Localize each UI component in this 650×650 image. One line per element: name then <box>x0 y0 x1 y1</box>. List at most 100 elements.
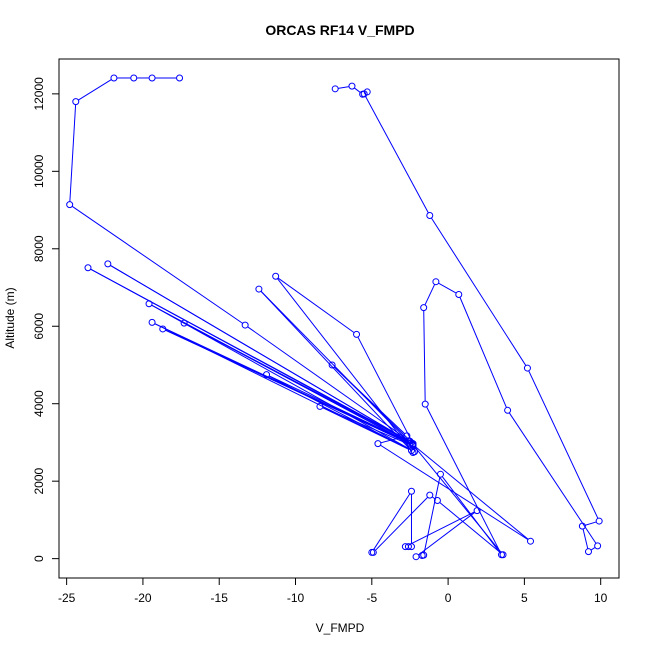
series-line-segment <box>365 96 429 214</box>
data-point <box>594 542 602 550</box>
x-tick-label: -10 <box>287 591 305 605</box>
series-line-segment <box>354 87 361 93</box>
series-line-segment <box>69 104 77 202</box>
data-point <box>255 285 263 293</box>
x-tick-label: 5 <box>521 591 528 605</box>
x-tick-label: -25 <box>58 591 76 605</box>
data-point <box>523 364 531 372</box>
series-line-segment <box>426 406 501 553</box>
series-line-segment <box>322 407 409 450</box>
data-point <box>159 325 167 333</box>
x-axis: -25 -20 -15 -10 -5 0 5 10 <box>58 577 608 605</box>
data-point <box>331 85 339 93</box>
series-line-segment <box>585 521 597 526</box>
data-point <box>404 543 412 551</box>
series-line-segment <box>338 86 350 89</box>
series-line-segment <box>357 336 413 442</box>
data-point <box>263 371 271 379</box>
chart-title: ORCAS RF14 V_FMPD <box>265 22 414 38</box>
data-point <box>426 491 434 499</box>
series-line-segment <box>423 477 441 553</box>
x-tick-label: -15 <box>211 591 229 605</box>
data-point <box>432 278 440 286</box>
data-point <box>433 497 441 505</box>
data-point <box>72 98 80 106</box>
series-line-segment <box>260 290 412 451</box>
series-line-segment <box>269 375 411 444</box>
series-line-segment <box>407 511 475 546</box>
data-point <box>420 551 428 559</box>
series-line-segment <box>277 278 412 451</box>
data-point <box>145 300 153 308</box>
series-line-segment <box>333 366 406 435</box>
x-tick-label: -20 <box>134 591 152 605</box>
x-axis-label: V_FMPD <box>316 621 365 635</box>
series-line-segment <box>110 264 407 440</box>
data-point <box>110 74 118 82</box>
data-point <box>241 321 249 329</box>
y-tick-label: 0 <box>32 555 46 562</box>
data-point <box>401 543 409 551</box>
data-point <box>348 82 356 90</box>
data-point <box>148 318 156 326</box>
series-line-segment <box>90 268 410 442</box>
plot-area-frame <box>58 58 620 579</box>
data-point <box>473 507 481 515</box>
data-point <box>595 517 603 525</box>
data-point <box>455 290 463 298</box>
data-point <box>409 441 417 449</box>
series-line-segment <box>415 446 529 540</box>
data-point <box>272 272 280 280</box>
series-line-segment <box>439 502 502 554</box>
data-point <box>104 260 112 268</box>
y-tick-label: 12000 <box>32 77 46 111</box>
series-layer <box>66 74 603 561</box>
series-line-segment <box>247 326 408 440</box>
x-tick-label: 0 <box>445 591 452 605</box>
series-line-segment <box>71 205 243 324</box>
data-point <box>130 74 138 82</box>
data-point <box>66 201 74 209</box>
y-tick-label: 4000 <box>32 390 46 417</box>
series-line-segment <box>375 496 429 551</box>
y-axis: 0 2000 4000 6000 8000 10000 12000 <box>32 77 60 562</box>
data-point <box>180 319 188 327</box>
data-point <box>176 74 184 82</box>
series-line-segment <box>151 304 408 443</box>
data-point <box>84 264 92 272</box>
y-tick-label: 10000 <box>32 154 46 188</box>
data-point <box>409 449 417 457</box>
data-point <box>498 551 506 559</box>
series-line-segment <box>78 79 112 101</box>
y-axis-label: Altitude (m) <box>3 287 17 348</box>
data-point <box>504 406 512 414</box>
y-tick-label: 2000 <box>32 468 46 495</box>
series-line-segment <box>268 375 410 450</box>
y-tick-label: 8000 <box>32 235 46 262</box>
data-point <box>420 304 428 312</box>
data-point <box>353 330 361 338</box>
data-point <box>436 470 444 478</box>
data-point <box>403 432 411 440</box>
series-line-segment <box>459 297 507 408</box>
series-line-segment <box>277 277 355 334</box>
data-point <box>426 211 434 219</box>
series-line-segment <box>373 493 411 551</box>
series-line-segment <box>423 310 426 402</box>
series-line-segment <box>528 370 599 519</box>
y-tick-label: 6000 <box>32 313 46 340</box>
x-tick-label: 10 <box>594 591 608 605</box>
series-line-segment <box>151 304 413 451</box>
series-line-segment <box>431 496 436 500</box>
data-point <box>316 402 324 410</box>
data-point <box>374 440 382 448</box>
series-line-segment <box>165 329 411 444</box>
data-point <box>412 553 420 561</box>
series-line-segment <box>441 476 501 553</box>
series-line-segment <box>430 217 527 366</box>
data-point <box>421 400 429 408</box>
data-point <box>407 487 415 495</box>
series-line-segment <box>418 512 475 556</box>
data-point <box>359 90 367 98</box>
